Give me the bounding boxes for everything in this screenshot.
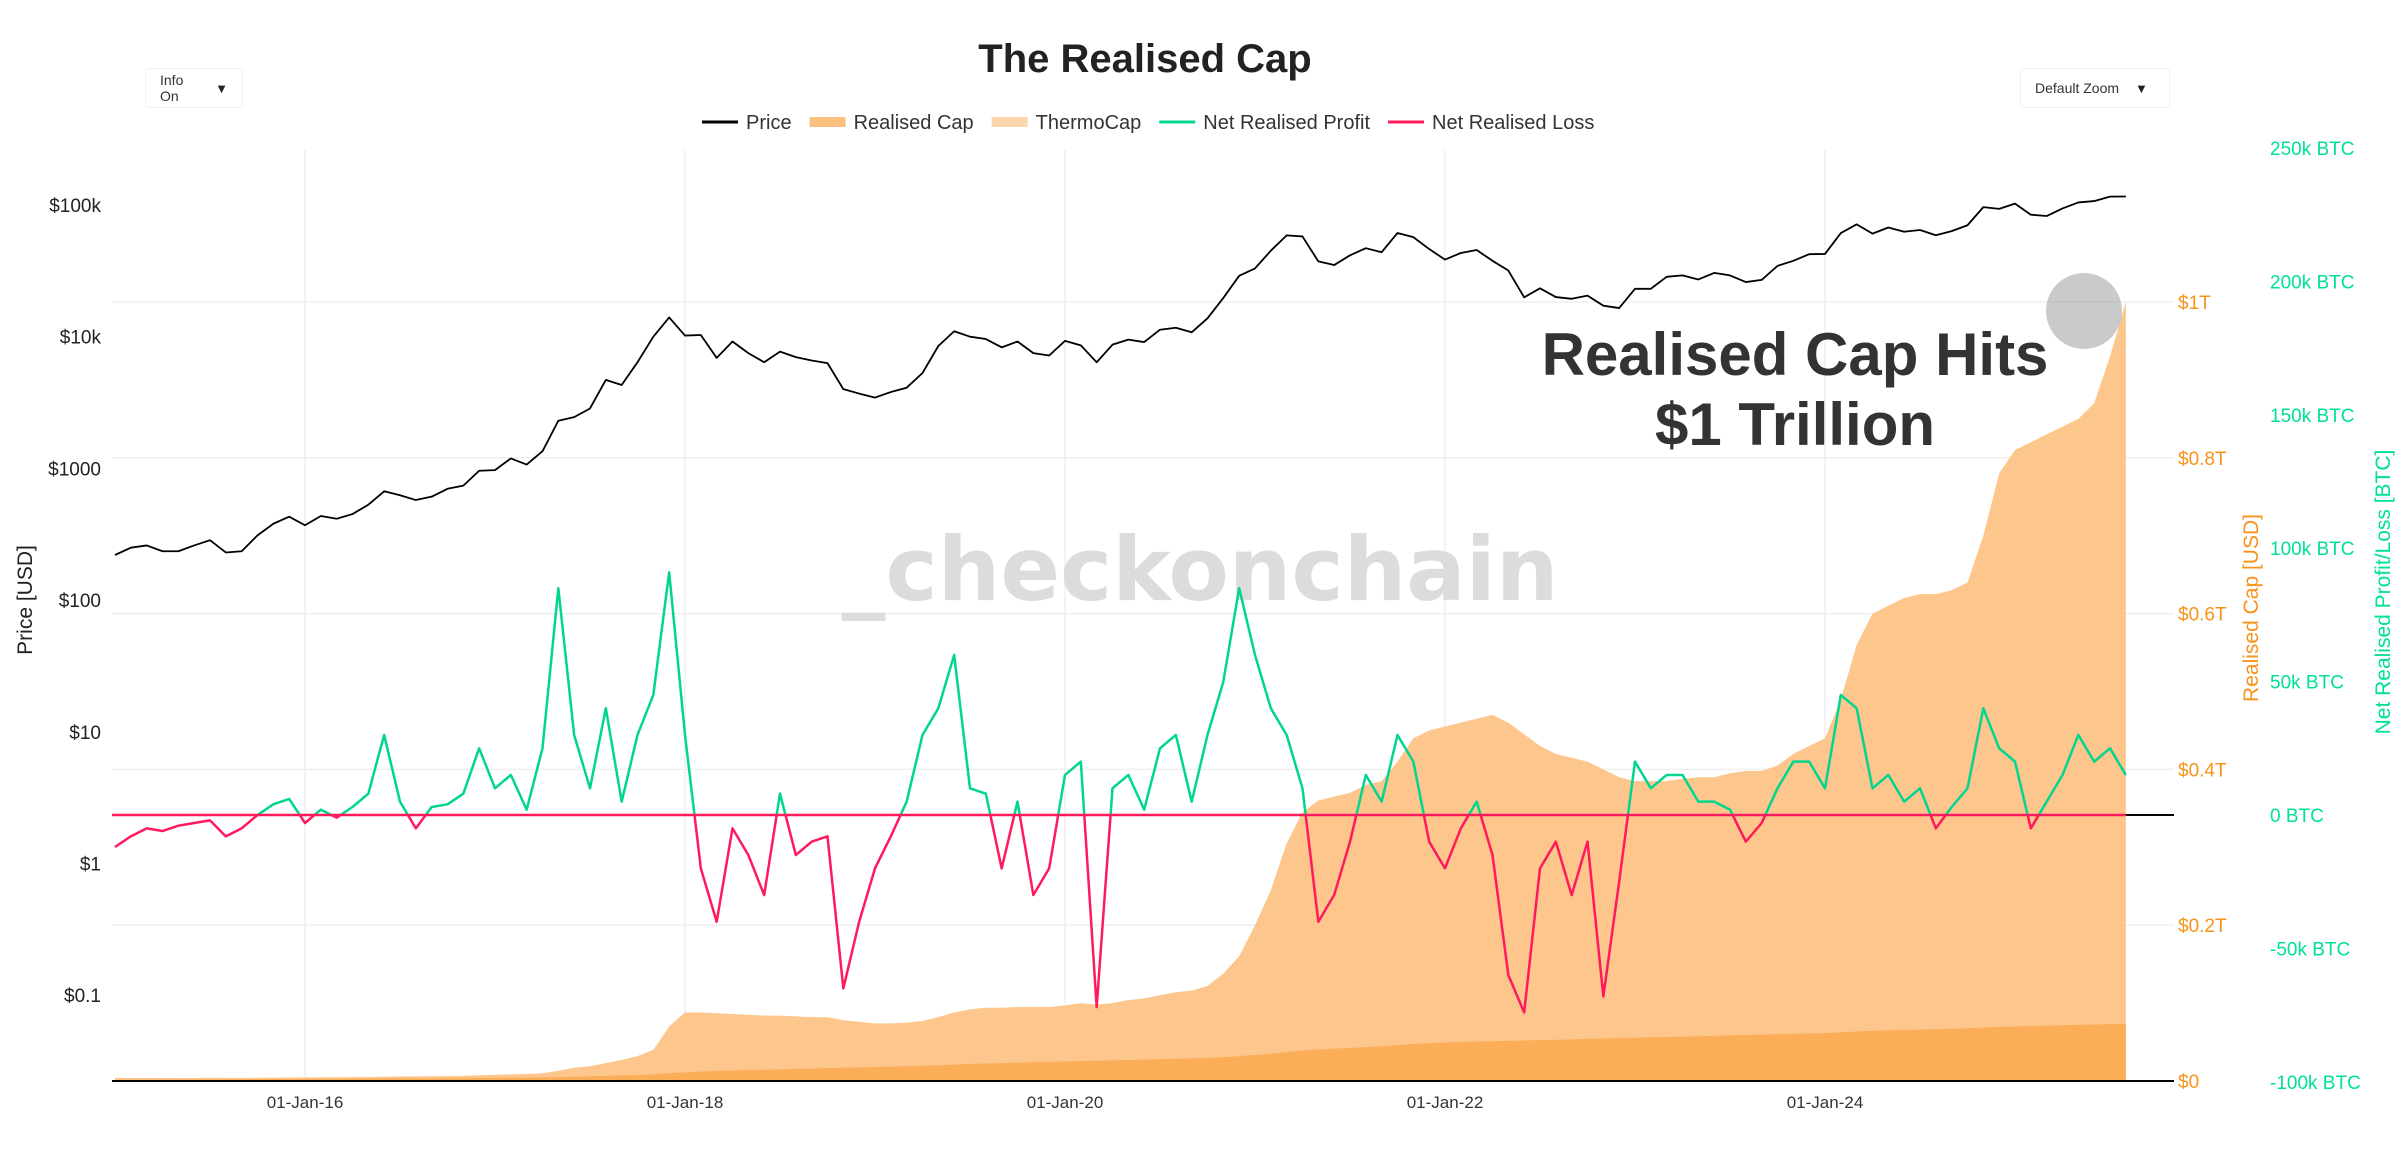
right2-tick-label: 200k BTC xyxy=(2270,272,2354,293)
left-tick-label: $10 xyxy=(69,723,101,744)
x-tick-label: 01-Jan-22 xyxy=(1407,1093,1484,1112)
right2-axis-title: Net Realised Profit/Loss [BTC] xyxy=(2372,450,2395,735)
right1-tick-label: $0 xyxy=(2178,1072,2199,1093)
left-tick-label: $0.1 xyxy=(64,986,101,1007)
x-tick-label: 01-Jan-24 xyxy=(1787,1093,1864,1112)
right2-tick-label: 250k BTC xyxy=(2270,139,2354,160)
right1-tick-label: $0.8T xyxy=(2178,449,2227,470)
right1-axis-title: Realised Cap [USD] xyxy=(2240,514,2263,702)
right1-tick-label: $1T xyxy=(2178,293,2211,314)
right2-tick-label: -50k BTC xyxy=(2270,939,2350,960)
x-tick-label: 01-Jan-18 xyxy=(647,1093,724,1112)
right1-tick-label: $0.4T xyxy=(2178,760,2227,781)
x-tick-label: 01-Jan-16 xyxy=(267,1093,344,1112)
left-tick-label: $100 xyxy=(59,591,101,612)
legend: Price Realised Cap ThermoCap Net Realised P… xyxy=(702,112,1594,134)
caret-down-icon: ▼ xyxy=(2135,80,2148,96)
chart-title: The Realised Cap xyxy=(978,37,1311,81)
right1-tick-label: $0.2T xyxy=(2178,916,2227,937)
watermark: _checkonchain xyxy=(842,518,1559,621)
left-tick-label: $10k xyxy=(60,328,102,349)
legend-item: Net Realised Profit xyxy=(1203,112,1370,134)
left-tick-label: $1 xyxy=(80,855,101,876)
zoom-dropdown[interactable]: Default Zoom ▼ xyxy=(2020,68,2170,108)
axes: 01-Jan-16 01-Jan-18 01-Jan-20 01-Jan-22 01-J… xyxy=(14,139,2395,1112)
info-dropdown[interactable]: Info On ▼ xyxy=(145,68,243,108)
legend-item: Net Realised Loss xyxy=(1432,112,1594,134)
left-tick-label: $1000 xyxy=(48,459,101,480)
highlight-circle xyxy=(2046,273,2122,349)
right2-tick-label: -100k BTC xyxy=(2270,1073,2361,1094)
left-tick-label: $100k xyxy=(49,196,101,217)
right2-tick-label: 100k BTC xyxy=(2270,539,2354,560)
legend-item: ThermoCap xyxy=(1036,112,1142,134)
x-tick-label: 01-Jan-20 xyxy=(1027,1093,1104,1112)
left-axis-title: Price [USD] xyxy=(14,545,37,655)
annotation-line1: Realised Cap Hits xyxy=(1542,321,2049,388)
right2-tick-label: 50k BTC xyxy=(2270,673,2344,694)
price-line xyxy=(114,195,2126,556)
thermocap-area xyxy=(115,1023,2126,1081)
caret-down-icon: ▼ xyxy=(215,80,228,96)
legend-item: Realised Cap xyxy=(854,112,974,134)
info-dropdown-label: Info On xyxy=(160,72,184,104)
annotation-line2: $1 Trillion xyxy=(1655,391,1935,458)
zoom-dropdown-label: Default Zoom xyxy=(2035,80,2120,96)
net-realised-profit-line xyxy=(255,570,2127,815)
right1-tick-label: $0.6T xyxy=(2178,605,2227,626)
right2-tick-label: 0 BTC xyxy=(2270,806,2324,827)
area-series xyxy=(115,302,2126,1081)
right2-tick-label: 150k BTC xyxy=(2270,406,2354,427)
legend-item: Price xyxy=(746,112,792,134)
line-series xyxy=(112,195,2174,1014)
realised-cap-area xyxy=(115,302,2126,1081)
